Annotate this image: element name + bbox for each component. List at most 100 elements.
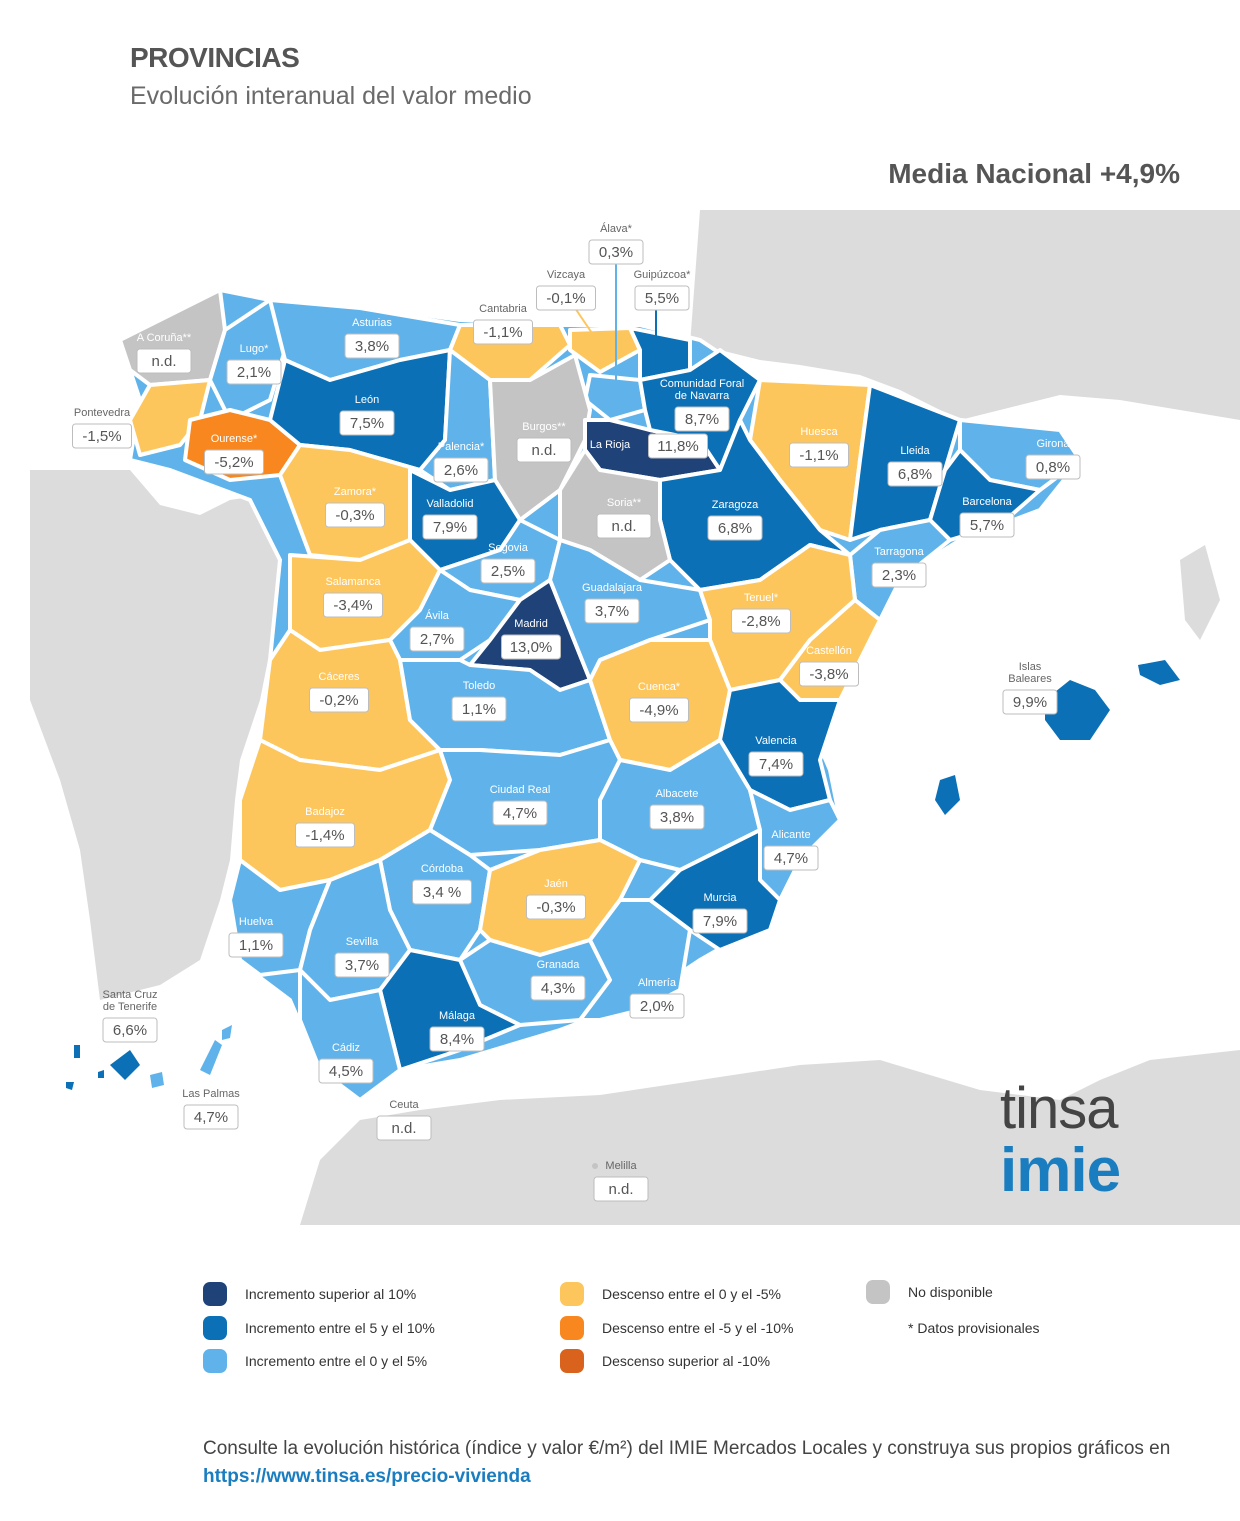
value-box	[344, 333, 400, 359]
legend-label: Descenso entre el -5 y el -10%	[602, 1320, 794, 1336]
province-name: Comunidad Foral de Navarra	[660, 378, 744, 402]
province-label-vizcaya: Vizcaya -0,1%	[536, 269, 596, 311]
province-label-huesca: Huesca -1,1%	[789, 426, 849, 468]
province-name: Guipúzcoa*	[634, 269, 692, 281]
province-value: -1,1%	[483, 324, 522, 341]
portugal-landmass	[30, 470, 300, 1000]
province-name: Ciudad Real	[490, 784, 551, 796]
province-value: 3,8%	[355, 338, 389, 355]
value-box	[492, 800, 548, 826]
province-label-asturias: Asturias 3,8%	[344, 317, 400, 359]
value-box	[634, 285, 690, 311]
province-value: -0,3%	[536, 899, 575, 916]
value-box	[596, 513, 652, 539]
province-name: Soria**	[607, 497, 642, 509]
province-label-tarragona: Tarragona 2,3%	[871, 546, 927, 588]
province-label-zaragoza: Zaragoza 6,8%	[707, 499, 763, 541]
footer-link[interactable]: https://www.tinsa.es/precio-vivienda	[203, 1466, 531, 1487]
province-label-melilla: Melilla n.d.	[593, 1160, 649, 1202]
province-value: 5,5%	[645, 290, 679, 307]
value-box	[789, 442, 849, 468]
logo-tinsa-text: tinsa	[1000, 1076, 1119, 1141]
province-name: Vizcaya	[547, 269, 586, 281]
province-label-cadiz: Cádiz 4,5%	[318, 1042, 374, 1084]
province-name: Palencia*	[438, 441, 485, 453]
value-box	[136, 348, 192, 374]
value-box	[325, 502, 385, 528]
province-value: 3,7%	[595, 603, 629, 620]
province-value: 6,8%	[898, 466, 932, 483]
province-label-murcia: Murcia 7,9%	[692, 892, 748, 934]
province-value: 8,4%	[440, 1031, 474, 1048]
legend-label: No disponible	[908, 1284, 993, 1300]
province-label-valladolid: Valladolid 7,9%	[422, 498, 478, 540]
value-box	[422, 514, 478, 540]
value-box	[707, 515, 763, 541]
region-ciudad-real	[428, 738, 622, 857]
value-box	[102, 1017, 158, 1043]
province-label-caceres: Cáceres -0,2%	[309, 671, 369, 713]
value-box	[480, 558, 536, 584]
value-box	[473, 319, 533, 345]
province-name: Madrid	[514, 618, 548, 630]
province-label-alava: Álava* 0,3%	[588, 222, 644, 265]
province-label-soria: Soria** n.d.	[596, 497, 652, 539]
value-box	[629, 993, 685, 1019]
province-value: 7,9%	[703, 913, 737, 930]
province-value: 2,6%	[444, 462, 478, 479]
province-label-guadalajara: Guadalajara 3,7%	[582, 582, 643, 624]
province-name: Tarragona	[874, 546, 924, 558]
legend-swatch	[203, 1282, 227, 1306]
province-name: Alicante	[771, 829, 810, 841]
tenerife	[110, 1050, 140, 1080]
page-subtitle: Evolución interanual del valor medio	[130, 82, 532, 110]
province-name: Barcelona	[962, 496, 1012, 508]
province-label-castellon: Castellón -3,8%	[799, 645, 859, 687]
value-box	[593, 1176, 649, 1202]
province-name: Lleida	[900, 445, 930, 457]
national-average: Media Nacional +4,9%	[888, 158, 1180, 189]
province-label-pontevedra: Pontevedra -1,5%	[72, 407, 132, 449]
province-label-leon: León 7,5%	[339, 394, 395, 436]
province-name: A Coruña**	[137, 332, 192, 344]
province-label-toledo: Toledo 1,1%	[451, 680, 507, 722]
province-name: Salamanca	[325, 576, 381, 588]
el-hierro	[66, 1082, 74, 1090]
province-name: Granada	[537, 959, 581, 971]
leader-vizcaya	[574, 307, 601, 346]
province-value: -3,4%	[333, 597, 372, 614]
value-box	[334, 952, 390, 978]
province-label-lugo: Lugo* 2,1%	[226, 343, 282, 385]
province-value: 3,8%	[660, 809, 694, 826]
province-label-almeria: Almería 2,0%	[629, 977, 685, 1019]
province-name: Burgos**	[522, 421, 566, 433]
province-value: 4,7%	[194, 1109, 228, 1126]
province-value: 3,7%	[345, 957, 379, 974]
value-box	[412, 879, 472, 905]
leader-lines	[574, 262, 657, 385]
province-name: Ceuta	[389, 1099, 419, 1111]
value-box	[799, 661, 859, 687]
tinsa-imie-logo: tinsa imie	[1000, 1078, 1180, 1202]
value-box	[526, 894, 586, 920]
menorca	[1138, 660, 1180, 685]
value-box	[748, 751, 804, 777]
ibiza	[935, 775, 960, 815]
province-value: 4,7%	[774, 850, 808, 867]
legend-note-text: * Datos provisionales	[908, 1320, 1040, 1336]
value-box	[72, 423, 132, 449]
melilla-dot	[592, 1163, 598, 1169]
province-value: -1,4%	[305, 827, 344, 844]
province-label-huelva: Huelva 1,1%	[228, 916, 284, 958]
province-label-segovia: Segovia 2,5%	[480, 542, 536, 584]
province-value: 1,1%	[239, 937, 273, 954]
province-label-sevilla: Sevilla 3,7%	[334, 936, 390, 978]
province-value: 4,3%	[541, 980, 575, 997]
province-value: n.d.	[531, 442, 556, 459]
province-value: 4,7%	[503, 805, 537, 822]
province-label-madrid: Madrid 13,0%	[501, 618, 561, 660]
province-value: 0,8%	[1036, 459, 1070, 476]
province-label-cantabria: Cantabria -1,1%	[473, 303, 533, 345]
province-label-teruel: Teruel* -2,8%	[731, 592, 791, 634]
spain-map: Álava* 0,3% Vizcaya -0,1% Guipúzcoa* 5,5% Cant…	[30, 210, 1240, 1225]
